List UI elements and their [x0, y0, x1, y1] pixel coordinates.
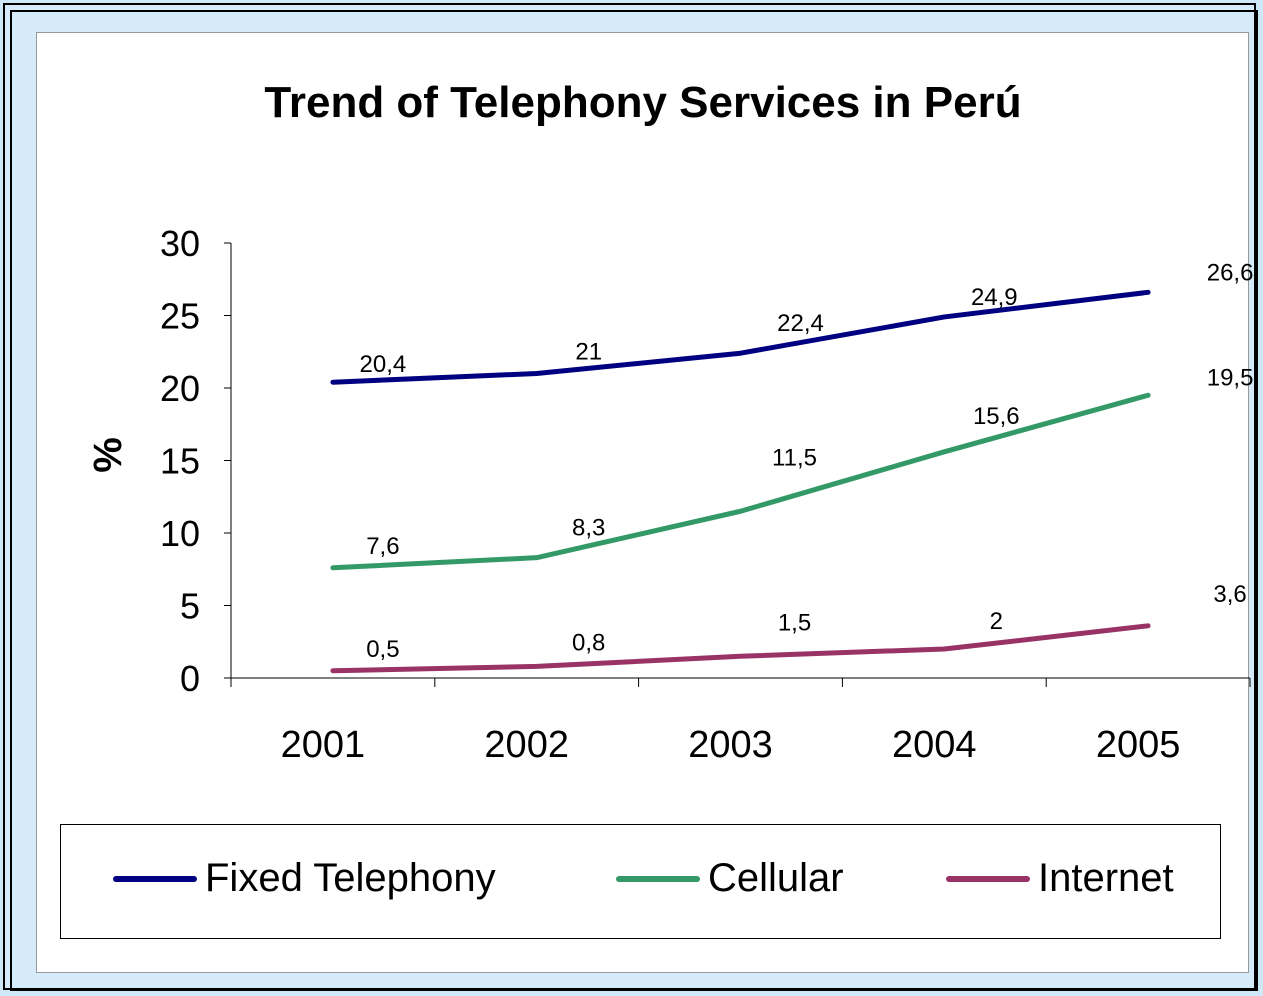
data-label: 11,5 — [772, 444, 817, 471]
y-tick-label: 0 — [180, 658, 200, 699]
x-tick-label: 2004 — [892, 724, 977, 766]
chart-title: Trend of Telephony Services in Perú — [264, 78, 1022, 127]
data-label: 7,6 — [366, 533, 399, 560]
data-label: 19,5 — [1207, 364, 1254, 391]
series-line-internet — [330, 623, 1151, 674]
data-label: 22,4 — [777, 310, 824, 337]
data-label: 2 — [990, 608, 1003, 635]
y-tick-label: 5 — [180, 586, 200, 627]
data-label: 0,5 — [366, 636, 399, 663]
data-label: 8,3 — [572, 515, 605, 542]
series-line-fixed-telephony — [330, 289, 1151, 385]
x-tick-label: 2001 — [281, 724, 366, 766]
legend-label-cellular: Cellular — [708, 856, 844, 900]
legend-item-cellular: Cellular — [616, 856, 844, 901]
y-axis-title: % — [86, 437, 130, 473]
data-label: 21 — [575, 339, 602, 366]
x-tick-label: 2002 — [484, 724, 569, 766]
data-label: 3,6 — [1213, 581, 1246, 608]
y-tick-label: 10 — [160, 513, 200, 554]
legend: Fixed Telephony Cellular Internet — [60, 824, 1221, 939]
data-label: 24,9 — [971, 284, 1018, 311]
y-tick-label: 30 — [160, 223, 200, 264]
data-label: 1,5 — [778, 609, 811, 636]
data-label: 26,6 — [1207, 259, 1254, 286]
legend-item-fixed-telephony: Fixed Telephony — [113, 856, 496, 901]
y-tick-label: 15 — [160, 441, 200, 482]
series-line-cellular — [330, 392, 1151, 571]
data-label: 15,6 — [973, 403, 1020, 430]
data-label: 0,8 — [572, 629, 605, 656]
x-tick-label: 2003 — [688, 724, 773, 766]
legend-swatch-fixed-telephony — [113, 875, 197, 882]
legend-label-internet: Internet — [1038, 856, 1174, 900]
legend-label-fixed-telephony: Fixed Telephony — [205, 856, 496, 900]
legend-swatch-internet — [946, 875, 1030, 882]
inner-frame — [10, 10, 1258, 991]
legend-swatch-cellular — [616, 875, 700, 882]
legend-item-internet: Internet — [946, 856, 1174, 901]
y-tick-label: 20 — [160, 368, 200, 409]
chart-area — [36, 32, 1249, 973]
data-label: 20,4 — [360, 351, 407, 378]
y-tick-label: 25 — [160, 296, 200, 337]
x-tick-label: 2005 — [1096, 724, 1181, 766]
